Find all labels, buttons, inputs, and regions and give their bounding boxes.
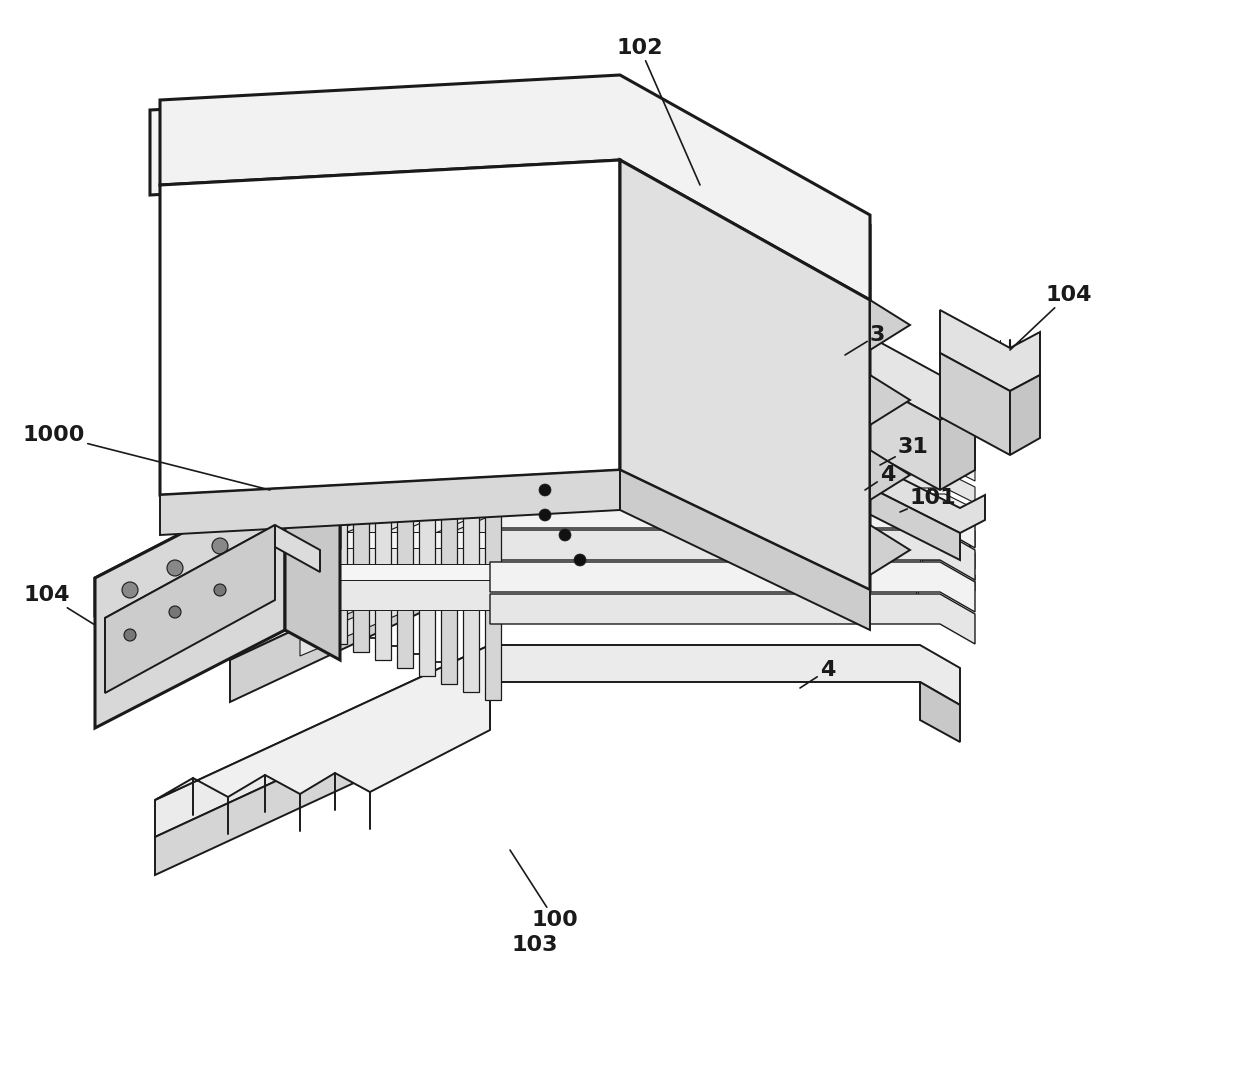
Polygon shape — [331, 407, 347, 419]
Polygon shape — [95, 480, 340, 615]
Polygon shape — [620, 470, 870, 631]
Polygon shape — [940, 400, 975, 490]
Text: 104: 104 — [24, 585, 95, 625]
Polygon shape — [300, 560, 975, 656]
Circle shape — [122, 582, 138, 598]
Polygon shape — [441, 447, 458, 459]
Polygon shape — [255, 548, 920, 578]
Polygon shape — [870, 450, 910, 500]
Circle shape — [215, 584, 226, 596]
Polygon shape — [353, 415, 370, 427]
Polygon shape — [830, 315, 975, 420]
Polygon shape — [419, 451, 435, 676]
Text: 103: 103 — [512, 935, 558, 955]
Polygon shape — [300, 516, 975, 612]
Polygon shape — [160, 470, 620, 535]
Polygon shape — [463, 455, 479, 467]
Polygon shape — [490, 594, 975, 645]
Polygon shape — [866, 485, 960, 560]
Text: 3: 3 — [844, 325, 885, 355]
Polygon shape — [300, 538, 975, 634]
Polygon shape — [1011, 376, 1040, 455]
Polygon shape — [160, 75, 870, 300]
Polygon shape — [286, 391, 303, 404]
Polygon shape — [490, 562, 975, 612]
Text: 1000: 1000 — [22, 425, 270, 490]
Polygon shape — [870, 300, 910, 350]
Polygon shape — [95, 480, 285, 728]
Polygon shape — [265, 395, 281, 620]
Polygon shape — [285, 480, 340, 660]
Polygon shape — [250, 532, 923, 562]
Polygon shape — [870, 525, 910, 575]
Polygon shape — [830, 360, 940, 490]
Polygon shape — [485, 475, 501, 700]
Polygon shape — [300, 472, 975, 568]
Text: 104: 104 — [1011, 285, 1091, 350]
Polygon shape — [940, 353, 1011, 455]
Polygon shape — [236, 484, 928, 514]
Polygon shape — [229, 468, 930, 498]
Polygon shape — [419, 439, 435, 451]
Polygon shape — [620, 160, 870, 590]
Polygon shape — [105, 525, 275, 693]
Polygon shape — [397, 443, 413, 668]
Polygon shape — [485, 463, 501, 475]
Text: 31: 31 — [880, 437, 929, 465]
Circle shape — [167, 560, 184, 576]
Circle shape — [574, 554, 587, 566]
Polygon shape — [155, 645, 490, 799]
Polygon shape — [930, 538, 970, 600]
Circle shape — [124, 629, 136, 641]
Text: 4: 4 — [800, 660, 836, 688]
Polygon shape — [155, 645, 960, 837]
Polygon shape — [920, 682, 960, 742]
Text: 4: 4 — [866, 465, 895, 490]
Polygon shape — [463, 467, 479, 692]
Polygon shape — [265, 383, 281, 395]
Polygon shape — [150, 85, 870, 310]
Polygon shape — [441, 459, 458, 684]
Polygon shape — [105, 525, 320, 640]
Polygon shape — [490, 530, 975, 580]
Polygon shape — [246, 516, 924, 546]
Circle shape — [539, 484, 551, 496]
Circle shape — [212, 538, 228, 554]
Polygon shape — [374, 423, 391, 435]
Text: 101: 101 — [900, 489, 956, 512]
Circle shape — [559, 529, 570, 541]
Polygon shape — [870, 376, 910, 425]
Polygon shape — [286, 404, 303, 628]
Polygon shape — [300, 494, 975, 590]
Polygon shape — [300, 450, 975, 546]
Polygon shape — [155, 682, 490, 875]
Polygon shape — [229, 538, 490, 702]
Polygon shape — [353, 427, 370, 652]
Polygon shape — [309, 411, 325, 636]
Text: 102: 102 — [616, 38, 701, 185]
Polygon shape — [331, 419, 347, 645]
Polygon shape — [309, 399, 325, 411]
Polygon shape — [866, 461, 985, 533]
Circle shape — [539, 509, 551, 521]
Polygon shape — [229, 498, 970, 660]
Polygon shape — [241, 500, 926, 530]
Polygon shape — [160, 160, 620, 495]
Polygon shape — [265, 580, 916, 610]
Polygon shape — [374, 435, 391, 660]
Polygon shape — [260, 564, 918, 594]
Polygon shape — [940, 310, 1040, 391]
Polygon shape — [397, 431, 413, 443]
Text: 100: 100 — [510, 850, 578, 930]
Circle shape — [169, 606, 181, 618]
Polygon shape — [490, 498, 975, 548]
